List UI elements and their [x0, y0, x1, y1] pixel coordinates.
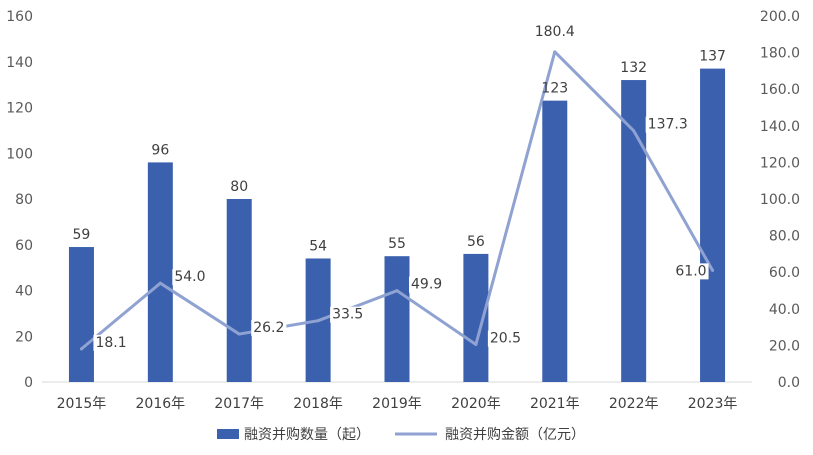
- bar-value-label: 55: [388, 236, 406, 252]
- line-value-label: 33.5: [332, 307, 363, 323]
- x-tick-label: 2017年: [214, 396, 264, 412]
- bar: [621, 80, 647, 383]
- y-right-tick-label: 140.0: [760, 119, 800, 135]
- y-right-tick-label: 180.0: [760, 46, 800, 62]
- line-value-label: 18.1: [95, 335, 126, 351]
- line-series: [79, 50, 715, 351]
- bar: [147, 162, 173, 382]
- y-left-tick-label: 120: [6, 101, 33, 117]
- line-label-bg: [532, 23, 577, 40]
- y-right-tick-label: 100.0: [760, 192, 800, 208]
- line-point: [316, 319, 320, 323]
- x-tick-label: 2018年: [293, 396, 343, 412]
- line-label-bg: [93, 334, 129, 351]
- line-point: [711, 268, 715, 272]
- legend-bar-swatch: [217, 429, 239, 439]
- line-point: [474, 342, 478, 346]
- y-left-tick-label: 100: [6, 146, 33, 162]
- legend: 融资并购数量（起） 融资并购金额（亿元）: [217, 427, 585, 443]
- x-tick-label: 2021年: [530, 396, 580, 412]
- y-left-tick-label: 40: [15, 284, 33, 300]
- line-label-bg: [645, 116, 690, 133]
- y-right-tick-label: 160.0: [760, 82, 800, 98]
- y-left-tick-label: 80: [15, 192, 33, 208]
- y-right-tick-label: 80.0: [769, 229, 800, 245]
- y-right-tick-label: 20.0: [769, 338, 800, 354]
- line-point: [632, 129, 636, 133]
- axes: 0 20 40 60 80 100 120 140 160 0.0 20.0 40.0 60.0 80.0…: [6, 9, 800, 412]
- x-tick-label: 2019年: [372, 396, 422, 412]
- line-value-label: 137.3: [648, 117, 688, 133]
- x-tick-label: 2022年: [609, 396, 659, 412]
- bar-value-label: 132: [620, 60, 647, 76]
- data-labels: 59 96 80 54 55 56 123 132 137 18.1 54.0 26.2 33.5 49.…: [73, 23, 726, 351]
- bar: [700, 68, 726, 383]
- bar: [68, 247, 94, 382]
- x-tick-label: 2015年: [57, 396, 107, 412]
- x-tick-label: 2016年: [136, 396, 186, 412]
- y-right-tick-label: 120.0: [760, 155, 800, 171]
- line-label-bg: [251, 320, 287, 337]
- line-point: [553, 50, 557, 54]
- bar-value-label: 56: [467, 234, 485, 250]
- line-point: [237, 332, 241, 336]
- y-left-tick-label: 0: [24, 375, 33, 391]
- line-value-label: 54.0: [174, 269, 205, 285]
- line-point: [79, 347, 83, 351]
- y-right-tick-label: 40.0: [769, 302, 800, 318]
- line-label-bg: [172, 269, 208, 286]
- line-value-label: 20.5: [490, 330, 521, 346]
- y-left-tick-label: 20: [15, 329, 33, 345]
- bar-value-label: 96: [151, 142, 169, 158]
- line-label-bg: [409, 276, 445, 293]
- line-label-bg: [673, 263, 709, 280]
- bar-value-label: 54: [309, 238, 327, 254]
- line-value-label: 61.0: [675, 263, 706, 279]
- x-tick-label: 2023年: [688, 396, 738, 412]
- y-right-tick-label: 200.0: [760, 9, 800, 25]
- bar-value-label: 123: [541, 81, 568, 97]
- bar: [463, 253, 489, 382]
- x-tick-label: 2020年: [451, 396, 501, 412]
- line-value-label: 26.2: [253, 320, 284, 336]
- legend-line-label: 融资并购金额（亿元）: [445, 427, 585, 443]
- line-value-label: 180.4: [535, 24, 575, 40]
- line-label-bg: [487, 330, 524, 347]
- bar: [384, 256, 410, 382]
- bar: [226, 199, 252, 382]
- bar-value-label: 59: [73, 227, 91, 243]
- line-value-label: 49.9: [411, 277, 442, 293]
- y-left-tick-label: 60: [15, 238, 33, 254]
- bar-series: [68, 68, 726, 383]
- legend-bar-label: 融资并购数量（起）: [244, 427, 370, 443]
- y-left-tick-label: 160: [6, 9, 33, 25]
- bar: [542, 100, 568, 382]
- y-right-tick-label: 60.0: [769, 265, 800, 281]
- line-point: [158, 281, 162, 285]
- y-left-tick-label: 140: [6, 55, 33, 71]
- line-label-bg: [330, 306, 366, 323]
- line-point: [395, 289, 399, 293]
- bar-value-label: 80: [230, 179, 248, 195]
- y-right-tick-label: 0.0: [778, 375, 800, 391]
- bar-value-label: 137: [699, 49, 726, 65]
